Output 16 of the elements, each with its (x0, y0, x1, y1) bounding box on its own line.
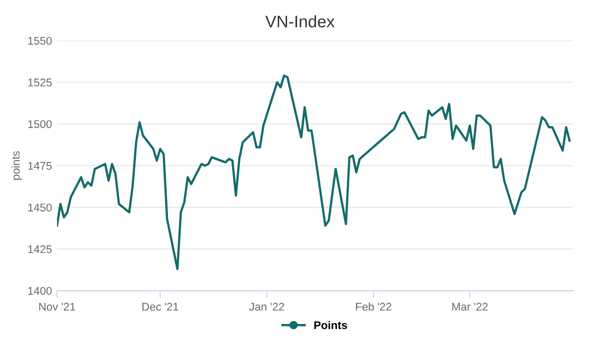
y-tick-label: 1425 (28, 245, 52, 254)
x-tick-label: Nov '21 (39, 302, 76, 311)
y-tick-label: 1450 (28, 204, 52, 212)
x-tick-label: Mar '22 (452, 302, 488, 311)
y-tick-label: 1525 (28, 78, 52, 86)
legend-label: Points (314, 320, 348, 330)
x-tick-label: Feb '22 (356, 302, 392, 311)
line-series (57, 74, 571, 270)
y-tick-label: 1400 (28, 286, 52, 295)
y-axis-title: points (12, 151, 22, 180)
x-tick-label: Jan '22 (249, 302, 284, 311)
chart-title: VN-Index (265, 15, 335, 28)
y-tick-label: 1475 (28, 162, 52, 170)
y-tick-label: 1500 (28, 120, 52, 128)
y-tick-label: 1550 (28, 36, 52, 45)
x-tick-label: Dec '21 (142, 302, 178, 311)
